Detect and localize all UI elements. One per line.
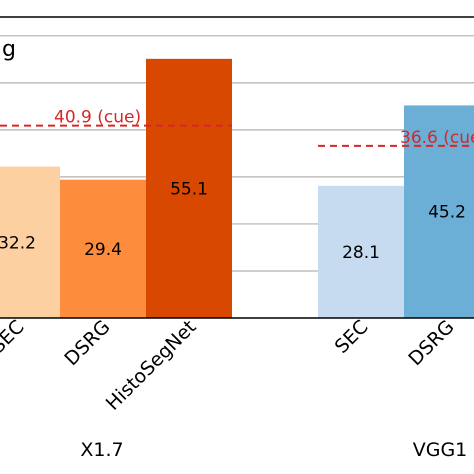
tick-label: SEC	[0, 316, 29, 358]
data-label: 28.1	[342, 243, 380, 263]
group-label: X1.7	[80, 439, 123, 461]
data-label: 32.2	[0, 233, 36, 253]
reference-label: 36.6 (cue)	[400, 128, 474, 148]
data-label: 29.4	[84, 240, 122, 260]
tick-label: SEC	[331, 316, 373, 358]
data-label: 55.1	[170, 179, 208, 199]
data-label: 45.2	[428, 203, 466, 223]
bar-dsrg	[60, 179, 146, 318]
bar-sec	[318, 185, 404, 318]
reference-lines	[0, 124, 474, 147]
bar-dsrg	[404, 105, 474, 318]
tick-label: HistoSegNet	[102, 316, 201, 415]
bars	[0, 58, 474, 318]
bar-histosegnet	[146, 58, 232, 318]
group-label: VGG1	[413, 439, 468, 461]
chart-title-fragment: g	[2, 37, 16, 62]
tick-label: DSRG	[60, 316, 114, 370]
bar-sec	[0, 166, 60, 318]
tick-label: DSRG	[404, 316, 458, 370]
reference-label: 40.9 (cue)	[54, 108, 141, 128]
